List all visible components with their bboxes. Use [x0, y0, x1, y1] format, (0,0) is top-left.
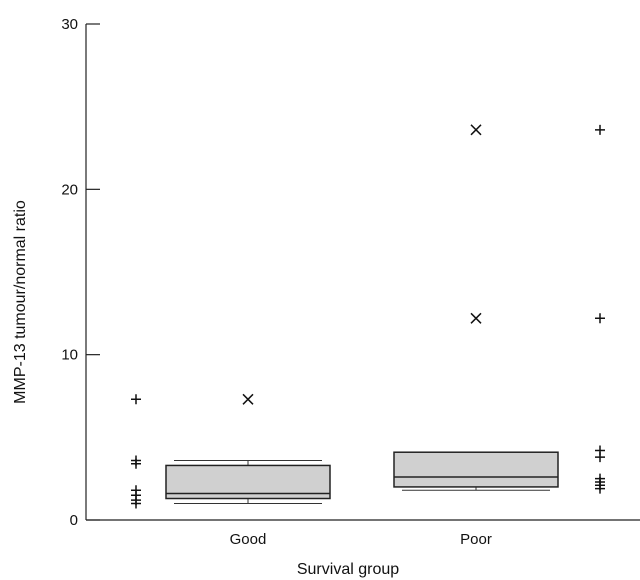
point-left-3	[131, 485, 141, 496]
x-tick-label-poor: Poor	[460, 531, 492, 548]
x-axis-title: Survival group	[297, 561, 399, 578]
y-tick-label-0: 0	[70, 512, 78, 529]
outlier-poor-0	[470, 312, 482, 324]
box-poor	[393, 451, 559, 488]
outlier-poor-1	[470, 124, 482, 136]
plot-area: 0 10 20 30 Good Poor	[61, 16, 640, 548]
point-left-6	[131, 394, 141, 405]
x-tick-label-good: Good	[230, 531, 267, 548]
y-axis-title: MMP-13 tumour/normal ratio	[12, 200, 29, 404]
point-right-3	[595, 473, 605, 484]
y-tick-label-30: 30	[61, 16, 78, 33]
y-tick-label-10: 10	[61, 347, 78, 364]
point-right-7	[595, 124, 605, 135]
point-left-5	[131, 455, 141, 466]
point-right-6	[595, 313, 605, 324]
y-tick-label-20: 20	[61, 181, 78, 198]
outlier-good-0	[242, 393, 254, 405]
point-right-5	[595, 445, 605, 456]
